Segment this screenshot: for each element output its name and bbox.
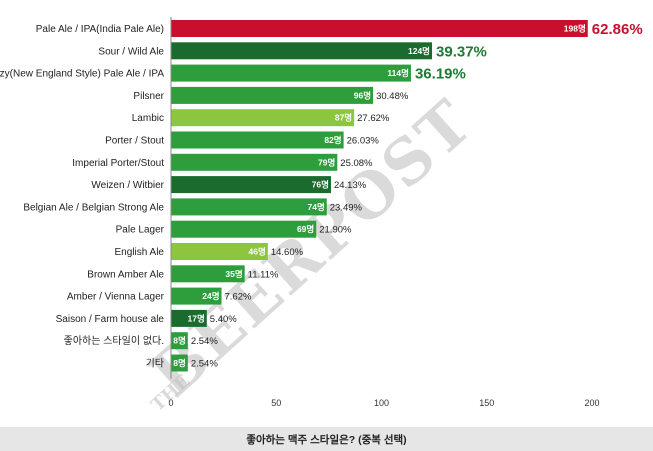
percent-label: 21.90%: [319, 225, 352, 236]
category-label: Amber / Vienna Lager: [67, 292, 165, 303]
bar-value-label: 76명: [312, 180, 329, 190]
category-label: Imperial Porter/Stout: [72, 158, 164, 169]
x-tick-label: 150: [479, 398, 494, 408]
bar-value-label: 8명: [173, 358, 186, 368]
bar-value-label: 198명: [564, 24, 586, 34]
percent-label: 11.11%: [248, 269, 279, 280]
bar: [171, 64, 411, 82]
bar-value-label: 114명: [387, 68, 409, 78]
bar: [171, 243, 268, 260]
bar: [171, 220, 317, 238]
percent-label: 39.37%: [436, 43, 487, 60]
bar-chart: BEERPOST THE Pale Ale / IPA(India Pale A…: [0, 17, 643, 416]
x-tick-label: 0: [168, 398, 173, 408]
bar-value-label: 35명: [225, 269, 242, 279]
bar: [171, 131, 344, 149]
percent-label: 23.49%: [330, 202, 363, 213]
bar: [171, 176, 331, 194]
category-label: Sour / Wild Ale: [98, 46, 164, 57]
x-tick-label: 200: [584, 398, 599, 408]
percent-label: 2.54%: [191, 359, 218, 370]
bar: [171, 265, 245, 283]
percent-label: 2.54%: [191, 336, 218, 347]
percent-label: 5.40%: [210, 314, 237, 325]
bar-value-label: 96명: [354, 90, 371, 100]
bar-value-label: 87명: [335, 113, 352, 123]
category-label: Lambic: [132, 113, 164, 124]
percent-label: 14.60%: [271, 247, 304, 258]
bar-value-label: 46명: [249, 247, 266, 257]
bar-value-label: 124명: [408, 46, 430, 56]
percent-label: 24.13%: [334, 180, 367, 191]
bars: Pale Ale / IPA(India Pale Ale) 198명 62.86%…: [0, 20, 643, 372]
bar: [171, 332, 188, 350]
bar-value-label: 69명: [297, 224, 314, 234]
x-axis: 0 50 100 150 200: [168, 17, 600, 408]
percent-label: 26.03%: [347, 136, 380, 147]
bar: [171, 354, 188, 372]
bar-value-label: 8명: [173, 336, 186, 346]
category-label: 좋아하는 스타일이 없다.: [64, 334, 164, 347]
bar: [171, 287, 222, 305]
category-label: Porter / Stout: [105, 136, 164, 147]
category-label: Pilsner: [133, 91, 164, 102]
bar-value-label: 17명: [188, 313, 205, 323]
bar: [171, 309, 207, 327]
bar: [171, 198, 327, 216]
bar-value-label: 74명: [307, 202, 324, 212]
chart-title: 좋아하는 맥주 스타일은? (중복 선택): [0, 427, 653, 451]
category-label: 기타: [146, 358, 164, 370]
bar: [171, 86, 374, 104]
category-label: Saison / Farm house ale: [56, 314, 165, 325]
bar: [171, 109, 355, 127]
bar: [171, 42, 433, 60]
bar-value-label: 24명: [202, 291, 219, 301]
percent-label: 36.19%: [415, 66, 466, 83]
bar: [171, 20, 588, 37]
percent-label: 27.62%: [357, 113, 390, 124]
category-label: Pale Ale / IPA(India Pale Ale): [36, 24, 164, 35]
percent-label: 7.62%: [225, 292, 252, 303]
bar: [171, 153, 338, 171]
category-label: Hazy(New England Style) Pale Ale / IPA: [0, 69, 164, 80]
bar-value-label: 79명: [318, 157, 335, 167]
category-label: Belgian Ale / Belgian Strong Ale: [23, 202, 164, 213]
bar-value-label: 82명: [324, 135, 341, 145]
category-label: Brown Amber Ale: [87, 269, 164, 280]
x-tick-label: 50: [271, 398, 281, 408]
percent-label: 25.08%: [340, 158, 373, 169]
percent-label: 30.48%: [376, 91, 409, 102]
category-label: English Ale: [115, 247, 165, 258]
percent-label: 62.86%: [592, 21, 643, 38]
category-label: Weizen / Witbier: [91, 180, 164, 191]
x-tick-label: 100: [374, 398, 389, 408]
category-label: Pale Lager: [116, 225, 165, 236]
